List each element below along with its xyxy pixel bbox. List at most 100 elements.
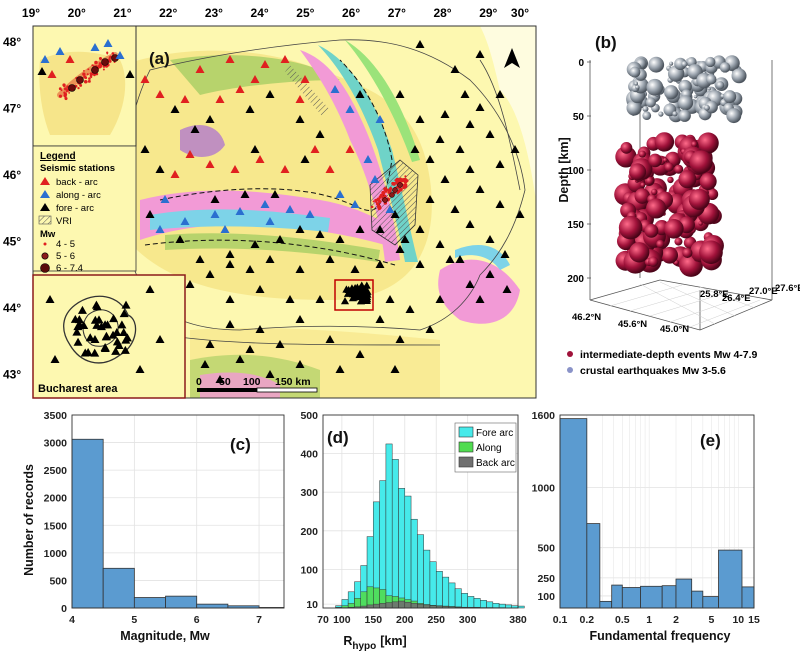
intermediate-sphere [667,176,674,184]
d-bar-fore-arc [385,443,393,609]
c-ytick-label: 1500 [44,520,68,532]
crustal-sphere [678,95,694,111]
bucharest-station-icon [94,315,104,324]
fore-arc-station-icon [250,240,260,248]
bucharest-station-icon [122,333,132,342]
inset-epicenter-dot [63,87,67,91]
fore-arc-station-icon [315,230,325,238]
crustal-sphere [626,100,642,116]
d-bar-fore-arc [480,600,487,609]
e-xtick-label: 15 [748,614,760,626]
inset-epicenter-dot [111,52,115,55]
fore-arc-station-icon [295,265,305,273]
back-arc-swatch-icon [458,456,474,468]
e-ytick-label: 100 [537,591,555,603]
crustal-sphere [693,94,698,99]
fore-arc-station-icon [245,105,255,113]
inset-epicenter-dot [63,91,66,94]
map-lon-tick-label: 22° [159,6,177,20]
d-bar-back-arc [373,603,380,609]
epicenter-dot [404,175,407,178]
d-bar-fore-arc [391,459,399,609]
intermediate-sphere [674,237,683,246]
fore-arc-station-icon [361,291,370,300]
inset-epicenter-dot [63,94,67,98]
along-arc-station-icon [350,200,360,208]
along-arc-station-icon [155,225,165,233]
map-longitude-ticks: 19° 20° 21° 22° 23° 24° 25° 26° 27° 28° 29° 30° [22,6,529,20]
bucharest-station-icon [155,335,165,343]
fore-arc-station-icon [475,185,485,193]
fore-arc-station-icon [510,145,520,153]
c-bar [102,567,135,609]
e-bar [611,584,623,609]
fore-arc-station-icon [400,235,410,243]
inset-station-icon [125,70,135,78]
back-arc-station-icon [345,145,355,153]
d-bar-back-arc [417,603,424,609]
fore-arc-station-icon [445,255,455,263]
d-xtick-label: 200 [396,614,414,626]
svg-text:0: 0 [196,376,202,388]
c-bar [196,603,229,609]
depth-tick-label: 50 [573,112,585,123]
legend-along-arc: along - arc [56,190,101,201]
map-lon-tick-label: 19° [22,6,40,20]
intermediate-sphere [654,132,675,152]
e-ytick-label: 500 [537,543,555,555]
intermediate-sphere [664,162,674,172]
fore-arc-station-icon [340,297,350,305]
intermediate-sphere [648,256,659,267]
intermediate-sphere [644,223,659,238]
depth-axis-ticks: 0 50 100 150 200 [567,58,591,285]
carpathian-arc-line [159,59,393,211]
fore-arc-station-icon [485,270,495,278]
inset-epicenter-dot [86,73,89,76]
d-bar-fore-arc [486,601,494,609]
inset-station-icon [65,55,75,63]
inset-station-icon [47,70,57,78]
fore-arc-station-icon [325,335,335,343]
d-plot-frame [322,414,519,609]
c-ytick-label: 3500 [44,410,68,422]
along-arc-station-icon [345,105,355,113]
fore-arc-station-icon [485,130,495,138]
inset-epicenter-dot [83,70,85,72]
e-bar [718,549,743,609]
d-bar-back-arc [398,600,406,609]
intermediate-sphere [640,182,646,188]
distance-histogram: 10 100 200 300 400 500 70 100 150 200 250 300 380 Fo… [300,410,526,652]
d-bar-fore-arc [379,480,387,609]
bucharest-station-icon [73,337,83,346]
fore-arc-station-icon [435,240,445,248]
d-legend: Fore arc Along Back arc [454,422,517,473]
fore-arc-station-icon [495,160,505,168]
epicenter-dot [379,193,384,198]
fore-arc-station-icon [465,280,475,288]
fore-arc-station-icon [295,225,305,233]
bucharest-station-icon [117,320,127,329]
map-lon-tick-label: 23° [205,6,223,20]
bucharest-station-icon [101,331,111,340]
d-bar-fore-arc [417,534,424,609]
crustal-sphere [704,104,710,111]
fore-arc-station-icon [205,115,215,123]
crustal-sphere [658,111,664,117]
bucharest-station-icon [92,320,102,329]
fore-arc-station-icon [405,305,415,313]
bucharest-station-icon [50,355,60,363]
3d-legend: intermediate-depth events Mw 4-7.9 crust… [567,349,758,377]
fore-arc-station-icon [475,50,485,58]
epicenter-dot [387,190,391,194]
bucharest-station-icon [121,300,131,309]
fore-arc-station-icon [270,190,280,198]
fore-arc-station-icon [465,120,475,128]
intermediate-sphere [661,246,679,264]
legend-vri: VRI [56,216,72,227]
fore-arc-swatch-icon [458,426,474,438]
bucharest-station-icon [145,285,155,293]
fore-arc-station-icon [495,90,505,98]
bucharest-station-icon [79,321,89,330]
fore-arc-station-icon [225,250,235,258]
lon-tick-label: 27.0°E [749,286,778,297]
